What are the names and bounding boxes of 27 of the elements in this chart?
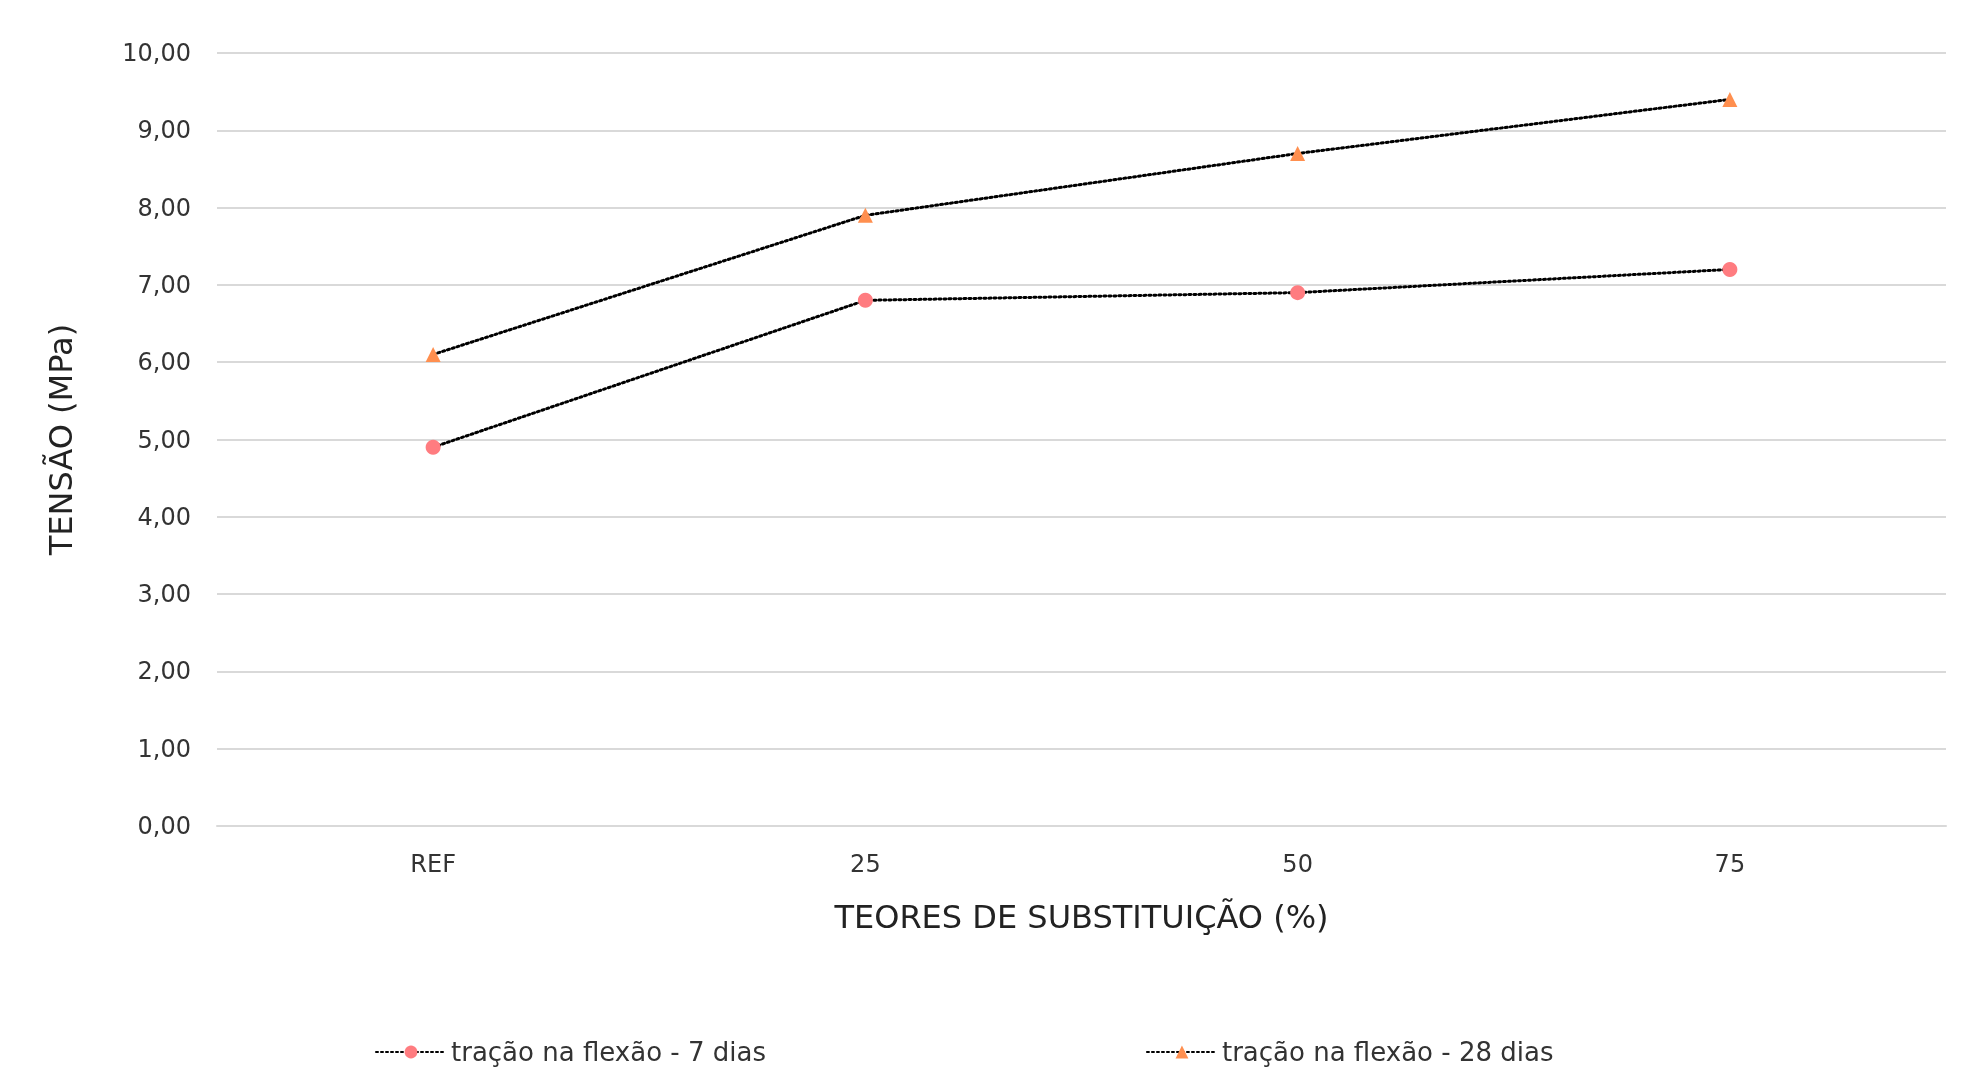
point [1722, 91, 1738, 107]
point [1290, 285, 1306, 301]
x-tick-label: REF [410, 850, 456, 878]
y-tick-label: 4,00 [137, 502, 191, 531]
point [857, 207, 873, 223]
y-tick-label: 1,00 [137, 734, 191, 763]
y-tick-label: 7,00 [137, 270, 191, 299]
y-axis-title: TENSÃO (MPa) [42, 323, 80, 557]
point [1290, 145, 1306, 161]
y-tick-label: 9,00 [137, 116, 191, 145]
y-tick-label: 0,00 [137, 812, 191, 840]
y-tick-label: 8,00 [137, 193, 191, 222]
point [425, 439, 441, 455]
y-tick-label: 5,00 [137, 425, 191, 454]
legend-label: tração na flexão - 7 dias [451, 1037, 766, 1067]
x-tick-label: 25 [850, 850, 881, 878]
x-tick-label: 75 [1714, 850, 1746, 878]
y-tick-label: 2,00 [137, 657, 191, 686]
point [1722, 261, 1738, 277]
point [425, 346, 441, 362]
y-tick-label: 6,00 [137, 348, 191, 377]
point [857, 292, 873, 308]
x-tick-label: 50 [1282, 850, 1313, 878]
legend-label: tração na flexão - 28 dias [1221, 1037, 1554, 1067]
y-tick-label: 3,00 [137, 580, 191, 609]
x-axis-title: TEORES DE SUBSTITUIÇÃO (%) [833, 898, 1329, 936]
y-tick-label: 10,00 [122, 39, 191, 67]
